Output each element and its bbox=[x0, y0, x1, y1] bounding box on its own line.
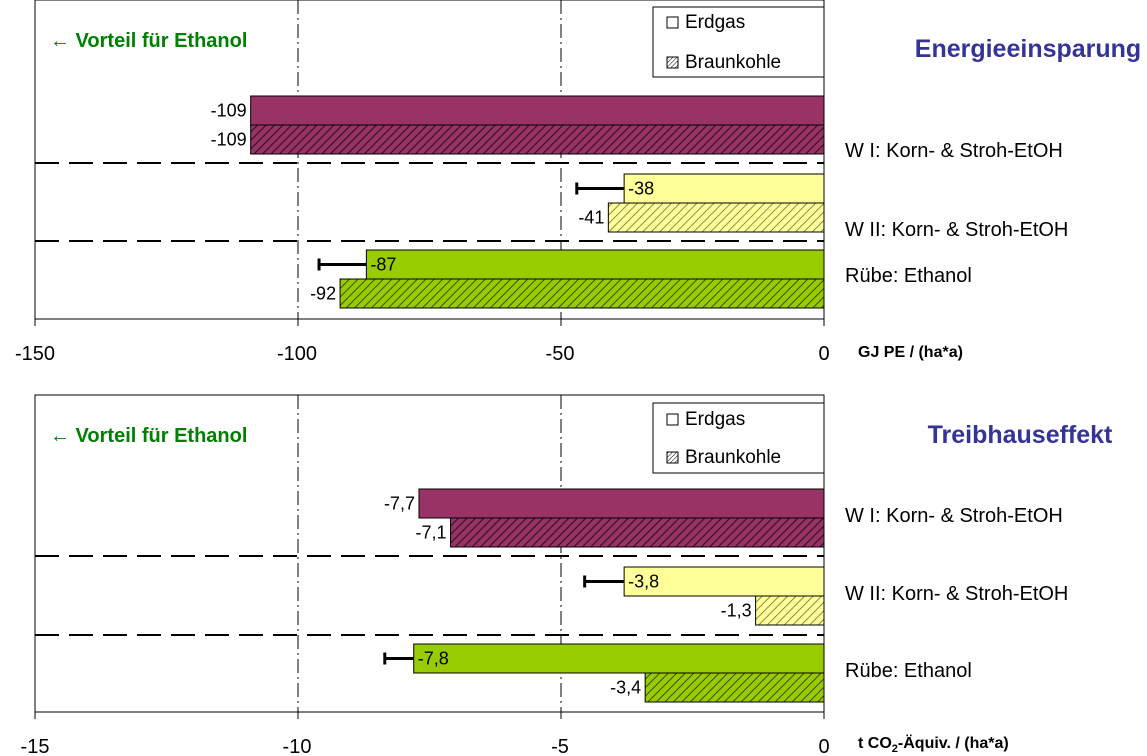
data-label: -109 bbox=[211, 101, 247, 121]
data-label: -41 bbox=[578, 208, 604, 228]
legend-box bbox=[652, 6, 825, 78]
bar bbox=[339, 278, 825, 309]
data-label: -38 bbox=[628, 179, 654, 199]
category-label-wII: W II: Korn- & Stroh-EtOH bbox=[845, 219, 1068, 241]
bar bbox=[250, 95, 825, 126]
x-tick-labels: -15 -10 -5 0 bbox=[21, 736, 830, 756]
x-unit-label: GJ PE / (ha*a) bbox=[858, 344, 963, 361]
legend-swatch-braunkohle bbox=[666, 56, 679, 69]
data-label: -3,8 bbox=[628, 572, 659, 592]
x-unit-label: t CO2-Äquiv. / (ha*a) bbox=[858, 734, 1009, 755]
x-tick-label: -150 bbox=[15, 343, 55, 365]
legend-label-braunkohle: Braunkohle bbox=[685, 52, 781, 73]
data-label: -92 bbox=[310, 284, 336, 304]
bar bbox=[623, 566, 825, 597]
bar bbox=[623, 173, 825, 204]
energy-savings-panel: ← Vorteil für Ethanol Energieeinsparung … bbox=[15, 0, 1141, 365]
unit-rest: -Äquiv. / (ha*a) bbox=[898, 734, 1009, 752]
bar bbox=[607, 202, 825, 233]
bar bbox=[418, 488, 825, 519]
x-tick-label: -10 bbox=[283, 736, 312, 756]
bar bbox=[755, 595, 825, 626]
x-tick-labels: -150 -100 -50 0 bbox=[15, 343, 830, 365]
legend: Erdgas Braunkohle bbox=[652, 402, 825, 474]
bar bbox=[365, 249, 825, 280]
unit-subscript: 2 bbox=[892, 743, 898, 755]
advantage-annotation: ← Vorteil für Ethanol bbox=[50, 30, 247, 52]
advantage-annotation: ← Vorteil für Ethanol bbox=[50, 425, 247, 447]
x-tick-label: 0 bbox=[818, 343, 829, 365]
x-tick-label: -5 bbox=[551, 736, 569, 756]
legend: Erdgas Braunkohle bbox=[652, 6, 825, 78]
category-label-ruebe: Rübe: Ethanol bbox=[845, 265, 972, 287]
x-tick-label: -50 bbox=[546, 343, 575, 365]
x-tick-label: -15 bbox=[21, 736, 50, 756]
data-label: -7,7 bbox=[384, 494, 415, 514]
plot-frame bbox=[34, 394, 825, 713]
bar bbox=[644, 672, 825, 703]
x-tick-label: 0 bbox=[818, 736, 829, 756]
panel-title: Energieeinsparung bbox=[915, 35, 1141, 63]
data-label: -109 bbox=[211, 130, 247, 150]
x-tick-label: -100 bbox=[277, 343, 317, 365]
category-label-wII: W II: Korn- & Stroh-EtOH bbox=[845, 583, 1068, 605]
legend-label-erdgas: Erdgas bbox=[685, 12, 745, 33]
bar bbox=[413, 643, 825, 674]
panel-title: Treibhauseffekt bbox=[928, 421, 1113, 449]
unit-main: t CO bbox=[858, 735, 892, 752]
legend-swatch-braunkohle bbox=[666, 451, 679, 464]
plot-frame bbox=[34, 0, 825, 320]
category-label-wI: W I: Korn- & Stroh-EtOH bbox=[845, 140, 1063, 162]
data-label: -3,4 bbox=[610, 678, 641, 698]
legend-swatch-erdgas bbox=[666, 413, 679, 426]
bar bbox=[250, 124, 825, 155]
category-label-wI: W I: Korn- & Stroh-EtOH bbox=[845, 505, 1063, 527]
data-label: -1,3 bbox=[721, 601, 752, 621]
legend-label-braunkohle: Braunkohle bbox=[685, 447, 781, 468]
category-label-ruebe: Rübe: Ethanol bbox=[845, 660, 972, 682]
greenhouse-effect-panel: ← Vorteil für Ethanol Treibhauseffekt W … bbox=[21, 394, 1113, 756]
data-label: -87 bbox=[370, 255, 396, 275]
data-label: -7,1 bbox=[416, 523, 447, 543]
legend-label-erdgas: Erdgas bbox=[685, 409, 745, 430]
bar bbox=[450, 517, 825, 548]
legend-box bbox=[652, 402, 825, 474]
data-label: -7,8 bbox=[418, 649, 449, 669]
legend-swatch-erdgas bbox=[666, 16, 679, 29]
